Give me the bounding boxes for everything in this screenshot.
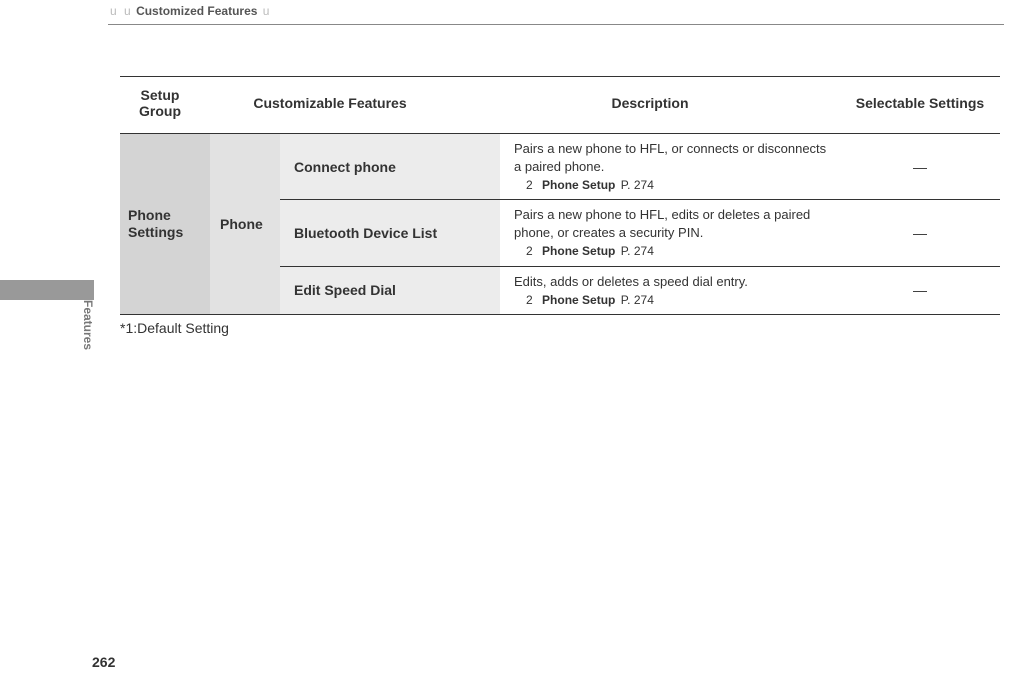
th-description: Description	[460, 77, 840, 134]
feature-description: Pairs a new phone to HFL, or connects or…	[500, 134, 840, 199]
selectable-cell: —	[840, 267, 1000, 315]
desc-reference: 2 Phone Setup P. 274	[514, 292, 830, 308]
ref-title: Phone Setup	[542, 178, 615, 192]
feature-name: Bluetooth Device List	[280, 200, 500, 265]
page-number: 262	[92, 654, 115, 670]
desc-text: Edits, adds or deletes a speed dial entr…	[514, 274, 748, 289]
breadcrumb-sep: u	[263, 4, 270, 18]
ref-symbol: 2	[526, 244, 533, 258]
th-selectable: Selectable Settings	[840, 77, 1000, 134]
footnote: *1:Default Setting	[120, 320, 229, 336]
breadcrumb-title: Customized Features	[136, 4, 257, 18]
desc-reference: 2 Phone Setup P. 274	[514, 243, 830, 259]
feature-name: Edit Speed Dial	[280, 267, 500, 315]
breadcrumb-sep: u	[110, 4, 117, 18]
ref-symbol: 2	[526, 293, 533, 307]
feature-name: Connect phone	[280, 134, 500, 199]
side-tab-label: Features	[81, 300, 95, 350]
th-setup-group: Setup Group	[120, 77, 200, 134]
ref-title: Phone Setup	[542, 293, 615, 307]
feature-description: Pairs a new phone to HFL, edits or delet…	[500, 200, 840, 265]
desc-text: Pairs a new phone to HFL, or connects or…	[514, 141, 826, 174]
feature-description: Edits, adds or deletes a speed dial entr…	[500, 267, 840, 315]
desc-reference: 2 Phone Setup P. 274	[514, 177, 830, 193]
ref-page: P. 274	[621, 293, 654, 307]
table-row: Bluetooth Device List Pairs a new phone …	[280, 199, 1000, 265]
ref-page: P. 274	[621, 244, 654, 258]
selectable-cell: —	[840, 134, 1000, 199]
sub-group-cell: Phone	[210, 134, 280, 314]
desc-text: Pairs a new phone to HFL, edits or delet…	[514, 207, 810, 240]
ref-symbol: 2	[526, 178, 533, 192]
side-tab-bg	[0, 280, 94, 300]
breadcrumb: u u Customized Features u	[108, 4, 1004, 25]
selectable-cell: —	[840, 200, 1000, 265]
ref-title: Phone Setup	[542, 244, 615, 258]
ref-page: P. 274	[621, 178, 654, 192]
th-setup-group-text: Setup Group	[128, 87, 192, 119]
breadcrumb-sep: u	[124, 4, 131, 18]
features-table: Setup Group Customizable Features Descri…	[120, 76, 1000, 315]
table-row: Connect phone Pairs a new phone to HFL, …	[280, 134, 1000, 199]
th-features: Customizable Features	[200, 77, 460, 134]
setup-group-cell: Phone Settings	[120, 134, 210, 314]
table-row: Edit Speed Dial Edits, adds or deletes a…	[280, 266, 1000, 315]
setup-group-row: Phone Settings Phone Connect phone Pairs…	[120, 134, 1000, 315]
feature-rows: Connect phone Pairs a new phone to HFL, …	[280, 134, 1000, 314]
